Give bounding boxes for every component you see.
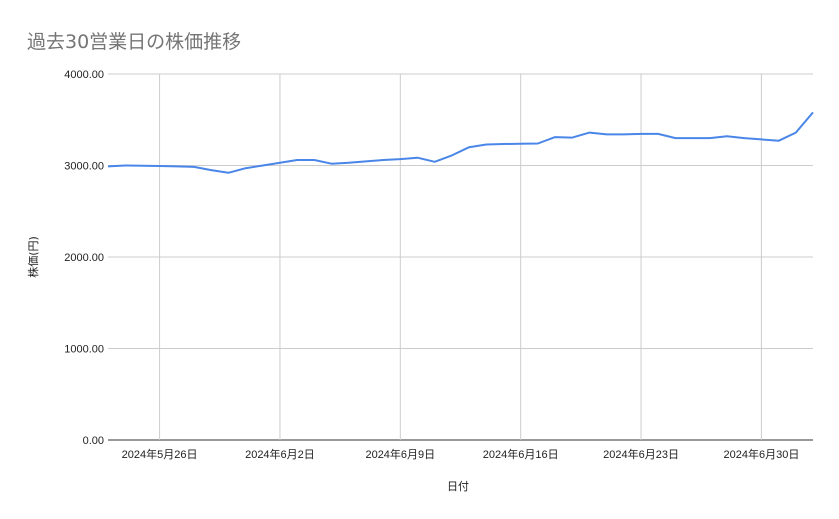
x-tick-label: 2024年6月9日 <box>365 447 435 461</box>
y-tick-label: 0.00 <box>83 435 104 447</box>
y-tick-label: 1000.00 <box>64 344 104 356</box>
y-tick-label: 4000.00 <box>64 69 104 81</box>
x-axis-label: 日付 <box>447 480 469 493</box>
chart-title: 過去30営業日の株価推移 <box>27 31 242 53</box>
x-tick-label: 2024年5月26日 <box>122 447 198 461</box>
y-tick-label: 3000.00 <box>64 161 104 173</box>
x-tick-label: 2024年6月16日 <box>483 447 559 461</box>
x-tick-label: 2024年6月30日 <box>724 447 800 461</box>
x-tick-label: 2024年6月2日 <box>245 447 315 461</box>
y-axis-label: 株価(円) <box>26 236 40 278</box>
x-tick-label: 2024年6月23日 <box>603 447 679 461</box>
y-tick-label: 2000.00 <box>64 252 104 264</box>
series-line <box>107 111 814 174</box>
